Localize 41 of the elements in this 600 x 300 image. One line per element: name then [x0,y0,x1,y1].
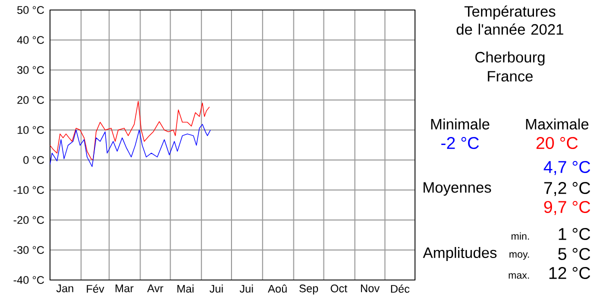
text: Maximale [526,118,588,130]
y-tick-label: 50 °C [17,6,44,14]
text: Cherbourg France [475,52,544,82]
text: max. [508,273,529,279]
x-tick-label: Mar [116,284,134,292]
x-tick-label: Sep [299,284,318,294]
line-series [50,100,210,160]
text: 1 °C [558,228,590,240]
x-tick-label: Avr [147,284,164,292]
x-tick-label: Mai [177,284,194,293]
text: Températures de l'année 2021 [456,6,564,35]
text: 20 °C [536,136,578,150]
text: 9,7 °C [544,200,590,216]
text: 7,2 °C [544,182,590,196]
x-tick-label: Jan [56,284,74,292]
y-tick-label: 10 °C [18,126,44,134]
text: moy. [510,252,529,260]
y-tick-label: 20 °C [17,96,44,104]
text: -2 °C [441,136,479,150]
text: 5 °C [558,248,590,260]
y-tick-label: 0 °C [23,156,44,164]
y-tick-label: -20 °C [14,216,44,224]
y-tick-label: 40 °C [17,36,44,44]
text: min. [512,232,529,240]
x-tick-label: Jui [210,284,223,293]
line-series [50,124,211,167]
x-tick-label: Aoû [268,284,287,293]
text: 4,7 °C [544,160,590,176]
text: 12 °C [549,266,590,280]
x-tick-label: Oct [330,284,348,292]
text: Moyennes [424,182,492,196]
y-tick-label: -30 °C [14,246,44,254]
x-tick-label: Jui [240,284,253,293]
y-tick-label: -40 °C [14,276,44,284]
x-tick-label: Fév [86,284,104,293]
y-tick-label: 30 °C [17,66,44,74]
x-tick-label: Déc [391,284,410,293]
text: Amplitudes [422,247,497,261]
text: Minimale [431,118,490,130]
y-tick-label: -10 °C [14,186,44,194]
x-tick-label: Nov [361,284,380,292]
